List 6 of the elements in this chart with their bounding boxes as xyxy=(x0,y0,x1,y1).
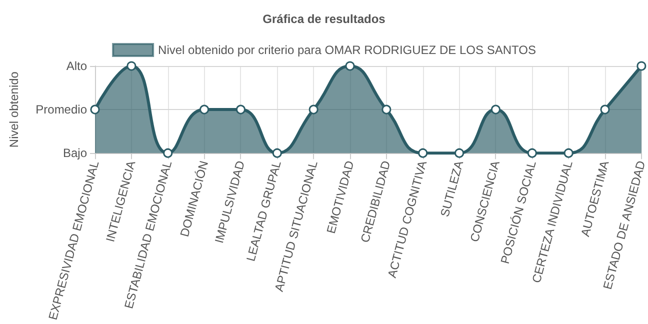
text: Alto xyxy=(66,59,88,73)
legend-label: Nivel obtenido por criterio para OMAR RODRIGUEZ DE LOS SANTOS xyxy=(158,43,536,57)
text: Bajo xyxy=(62,146,88,160)
text: Promedio xyxy=(36,102,88,117)
y-axis-title: Nivel obtenido xyxy=(7,71,21,148)
chart-title: Gráfica de resultados xyxy=(262,12,386,26)
